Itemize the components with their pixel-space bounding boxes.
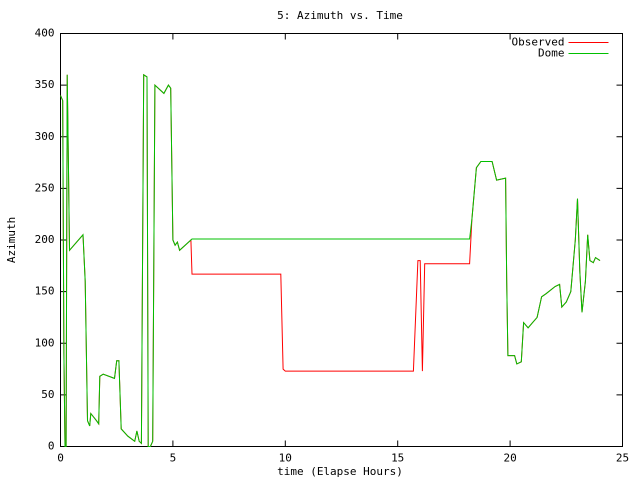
plot-border	[60, 33, 623, 447]
y-tick-label: 300	[35, 130, 55, 143]
series-line	[60, 73, 601, 447]
y-tick-label: 50	[41, 388, 54, 401]
legend-label: Dome	[538, 47, 565, 60]
y-tick-label: 400	[35, 27, 55, 40]
x-tick-label: 20	[503, 452, 516, 465]
y-tick-label: 150	[35, 285, 55, 298]
x-axis-label: time (Elapse Hours)	[277, 465, 403, 478]
y-tick-label: 200	[35, 233, 55, 246]
x-tick-label: 10	[279, 452, 292, 465]
y-axis-label: Azimuth	[5, 217, 18, 263]
y-tick-label: 0	[48, 440, 55, 453]
x-tick-label: 5	[170, 452, 177, 465]
y-tick-label: 100	[35, 336, 55, 349]
y-tick-label: 250	[35, 181, 55, 194]
x-tick-label: 15	[391, 452, 404, 465]
y-tick-label: 350	[35, 78, 55, 91]
x-tick-label: 0	[57, 452, 64, 465]
chart-title: 5: Azimuth vs. Time	[277, 9, 403, 22]
legend-label: Observed	[512, 36, 565, 49]
x-tick-label: 25	[616, 452, 629, 465]
